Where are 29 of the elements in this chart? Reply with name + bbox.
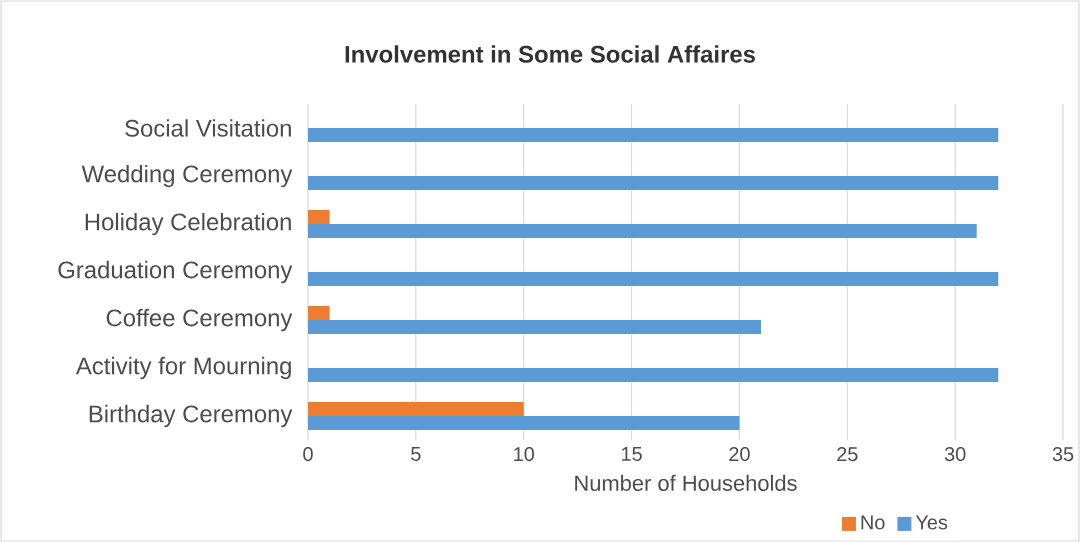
y-tick-label: Birthday Ceremony — [89, 404, 293, 428]
legend-label: Yes — [915, 515, 948, 530]
bar — [308, 306, 330, 320]
bar — [308, 416, 740, 430]
bar — [308, 128, 999, 143]
bar — [308, 368, 999, 382]
legend-label: No — [861, 515, 885, 530]
chart-title: Involvement in Some Social Affaires — [345, 45, 755, 63]
x-tick-label: 30 — [944, 447, 966, 462]
x-tick-label: 15 — [622, 447, 642, 461]
x-tick-label: 5 — [411, 447, 421, 461]
bar — [308, 224, 977, 239]
y-tick-label: Graduation Ceremony — [58, 260, 293, 284]
x-tick-label: 35 — [1052, 447, 1074, 462]
y-tick-label: Holiday Celebration — [85, 212, 291, 236]
x-tick-label: 10 — [514, 447, 535, 462]
bar — [308, 272, 999, 287]
y-tick-label: Activity for Mourning — [75, 356, 291, 380]
bar — [308, 210, 330, 225]
x-tick-label: 0 — [303, 447, 313, 462]
x-tick-label: 25 — [837, 447, 858, 462]
y-tick-label: Social Visitation — [125, 119, 291, 137]
bar — [308, 320, 761, 334]
x-tick-label: 20 — [729, 447, 750, 462]
bar — [308, 176, 999, 191]
x-axis-title: Number of Households — [575, 474, 797, 491]
bar — [308, 402, 524, 416]
y-tick-label: Coffee Ceremony — [106, 308, 293, 332]
y-tick-label: Wedding Ceremony — [81, 164, 293, 188]
